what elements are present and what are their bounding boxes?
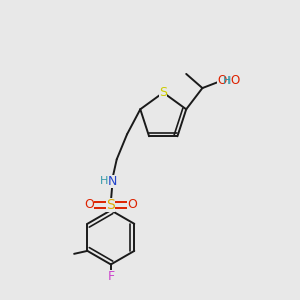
- Text: H: H: [100, 176, 108, 186]
- Text: S: S: [106, 198, 115, 212]
- Text: O: O: [84, 199, 94, 212]
- Text: O: O: [128, 199, 137, 212]
- Text: S: S: [159, 86, 167, 99]
- Text: F: F: [107, 270, 114, 283]
- Text: O: O: [217, 74, 226, 87]
- Text: O: O: [230, 74, 240, 87]
- Text: N: N: [108, 175, 117, 188]
- Text: H: H: [222, 76, 230, 86]
- Text: H: H: [223, 76, 231, 86]
